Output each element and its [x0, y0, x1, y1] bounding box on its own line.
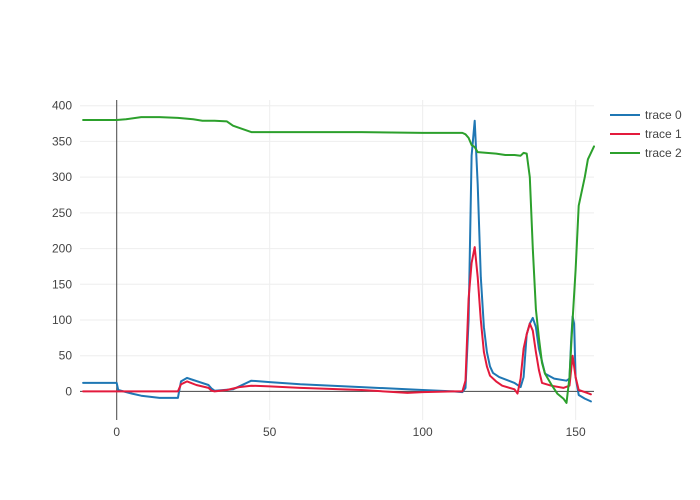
series-lines [82, 116, 595, 404]
tick-labels: 0 50 100 150 200 250 300 350 400 0 50 100 150 [52, 99, 586, 439]
series-line-trace-1 [82, 246, 592, 396]
x-tick-label: 50 [263, 425, 277, 439]
y-tick-label: 400 [52, 99, 72, 113]
grid-lines [80, 100, 594, 420]
legend-label: trace 2 [645, 146, 682, 160]
x-tick-label: 0 [113, 425, 120, 439]
legend[interactable]: trace 0 trace 1 trace 2 [610, 108, 682, 160]
y-tick-label: 300 [52, 170, 72, 184]
legend-label: trace 0 [645, 108, 682, 122]
y-tick-label: 100 [52, 313, 72, 327]
y-tick-label: 50 [59, 349, 73, 363]
legend-label: trace 1 [645, 127, 682, 141]
legend-item-trace-2[interactable]: trace 2 [610, 146, 682, 160]
x-tick-label: 150 [566, 425, 586, 439]
legend-item-trace-0[interactable]: trace 0 [610, 108, 682, 122]
y-tick-label: 150 [52, 277, 72, 291]
series-line-trace-0 [82, 119, 592, 403]
x-tick-label: 100 [413, 425, 433, 439]
y-tick-label: 350 [52, 134, 72, 148]
y-tick-label: 200 [52, 242, 72, 256]
y-tick-label: 0 [65, 384, 72, 398]
y-tick-label: 250 [52, 206, 72, 220]
series-line-trace-2 [82, 116, 595, 404]
legend-item-trace-1[interactable]: trace 1 [610, 127, 682, 141]
